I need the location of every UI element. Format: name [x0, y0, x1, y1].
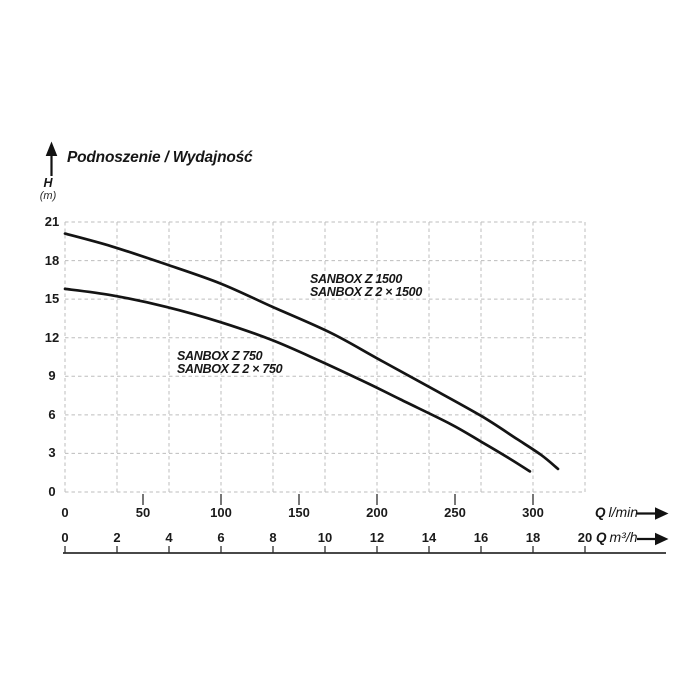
y-tick-label: 0 [48, 484, 56, 499]
x-tick-label-m3h: 8 [269, 530, 277, 545]
series-label-sanbox-z-1500: SANBOX Z 1500 SANBOX Z 2 × 1500 [310, 273, 422, 298]
y-axis-label: H (m) [33, 176, 63, 203]
y-tick-label: 9 [48, 368, 56, 384]
series-label-line: SANBOX Z 1500 [310, 272, 402, 286]
x-tick-label-m3h: 14 [421, 530, 437, 545]
series-label-line: SANBOX Z 750 [177, 349, 263, 363]
x-tick-label-m3h: 2 [113, 530, 121, 545]
y-tick-label: 21 [44, 214, 60, 229]
y-tick-label: 18 [44, 252, 60, 268]
flow-symbol: Q [595, 505, 606, 520]
x-tick-label-m3h: 0 [61, 530, 69, 545]
y-axis-unit: (m) [39, 190, 57, 202]
y-tick-label: 12 [44, 329, 60, 345]
x-tick-label-m3h: 4 [165, 530, 173, 545]
flow-unit-lmin: l/min [608, 504, 639, 520]
x-tick-label-m3h: 20 [577, 530, 593, 545]
x-tick-label-m3h: 18 [525, 530, 541, 545]
x-tick-label-lmin: 100 [210, 505, 232, 520]
x-tick-label-m3h: 10 [317, 530, 333, 545]
chart-title: Podnoszenie / Wydajność [67, 149, 253, 166]
x-tick-label-lmin: 200 [366, 505, 388, 520]
y-tick-label: 15 [44, 291, 60, 307]
y-tick-label: 3 [48, 445, 56, 461]
right-arrow-icon [655, 507, 669, 520]
x-tick-label-m3h: 6 [217, 530, 225, 545]
series-label-line: SANBOX Z 2 × 750 [177, 361, 283, 376]
x-tick-label-lmin: 50 [135, 505, 151, 520]
y-tick-label: 6 [48, 406, 56, 422]
flow-unit-m3h: m³/h [609, 529, 638, 545]
x-tick-label-lmin: 300 [522, 505, 544, 520]
x-tick-label-lmin: 0 [61, 505, 69, 520]
x-tick-label-lmin: 250 [444, 505, 466, 520]
x-tick-label-m3h: 12 [369, 530, 385, 545]
series-label-sanbox-z-750: SANBOX Z 750 SANBOX Z 2 × 750 [177, 349, 283, 376]
pump-curve-z1500 [63, 232, 560, 471]
up-arrow-icon [45, 141, 58, 156]
right-arrow-icon [655, 532, 669, 546]
flow-symbol: Q [596, 530, 607, 545]
series-label-line: SANBOX Z 2 × 1500 [310, 284, 422, 299]
y-axis-symbol: H [43, 176, 53, 190]
x-tick-label-lmin: 150 [288, 505, 310, 520]
pump-curve-z750 [63, 287, 532, 473]
x-tick-label-m3h: 16 [473, 530, 489, 545]
